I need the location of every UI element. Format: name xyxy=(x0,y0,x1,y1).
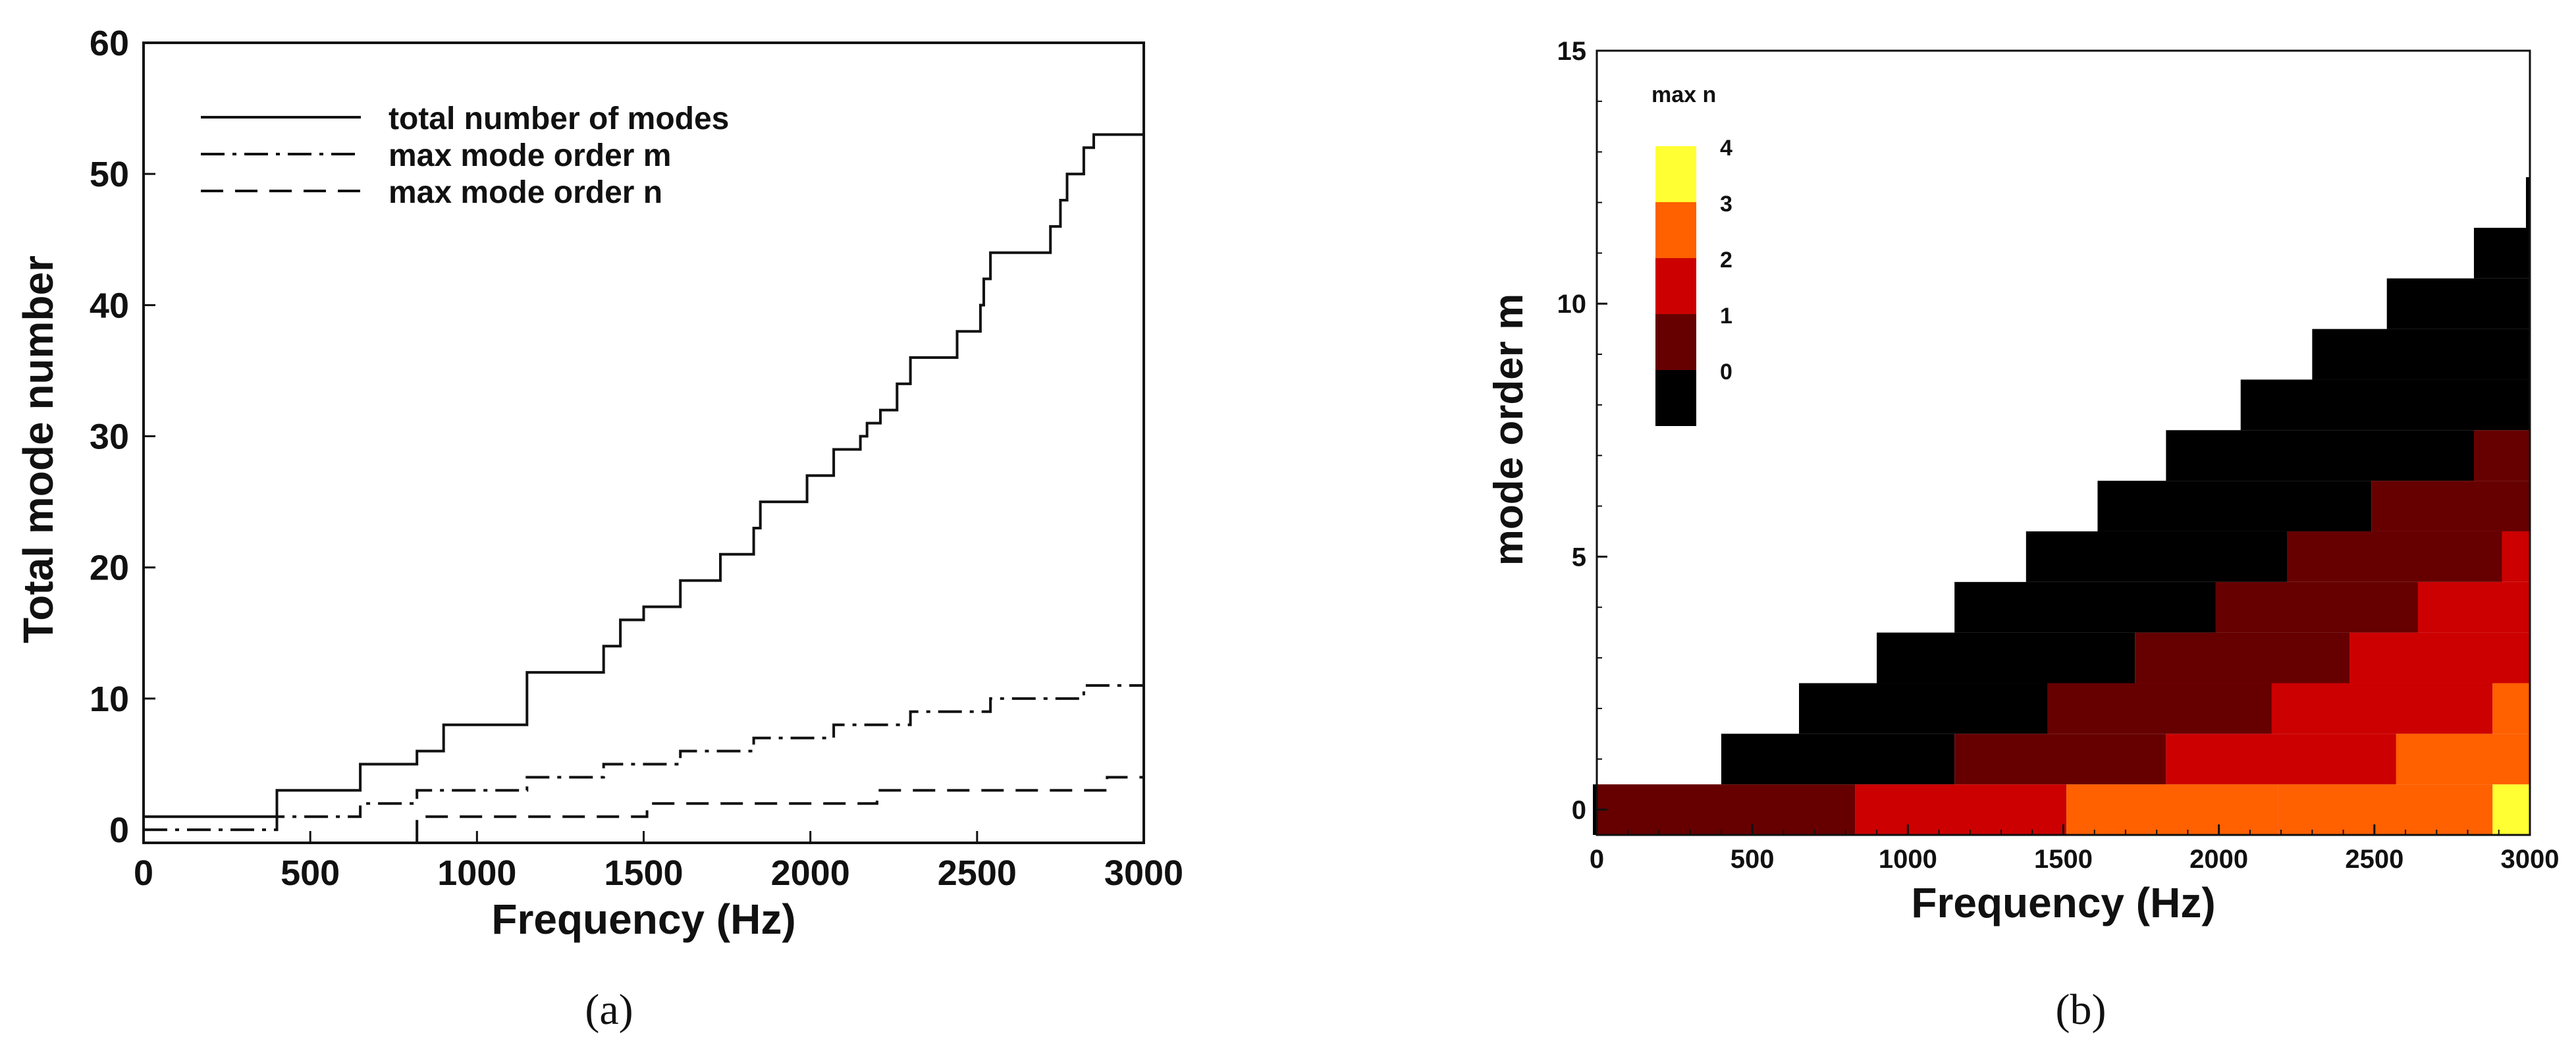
heatmap-cell xyxy=(1877,632,2135,683)
y-tick-label: 30 xyxy=(90,417,129,457)
legend-swatch xyxy=(1655,370,1696,426)
heatmap-cell xyxy=(2166,430,2474,481)
x-tick-label: 0 xyxy=(134,853,153,893)
heatmap-cell xyxy=(2047,683,2272,734)
chart-a: 0 500 1000 1500 2000 2500 3000 0 10 20 30 40 50 60 to… xyxy=(14,24,1183,943)
heatmap-cell xyxy=(2526,177,2530,228)
heatmap-cell xyxy=(2312,329,2530,380)
x-tick-label: 2000 xyxy=(2189,845,2248,874)
legend-level-label: 2 xyxy=(1720,248,1732,273)
series-line-3 xyxy=(144,776,1144,844)
heatmap-cell xyxy=(1799,683,2048,734)
y-tick-label: 40 xyxy=(90,286,129,325)
x-tick-label: 1500 xyxy=(604,853,683,893)
x-tick-label: 1000 xyxy=(1879,845,1937,874)
chart-a-series xyxy=(144,108,1145,844)
x-tick-label: 2000 xyxy=(771,853,850,893)
chart-b-heatmap-cells xyxy=(1593,177,2530,835)
heatmap-cell xyxy=(2166,734,2396,785)
legend-swatch xyxy=(1655,258,1696,314)
x-tick-label: 1500 xyxy=(2034,845,2093,874)
x-tick-label: 0 xyxy=(1590,845,1604,874)
heatmap-cell xyxy=(1855,784,2067,835)
chart-b-y-axis-label: mode order m xyxy=(1486,294,1532,566)
y-tick-label: 0 xyxy=(1572,796,1586,825)
legend-swatch xyxy=(1655,314,1696,370)
heatmap-cell xyxy=(1954,581,2216,633)
chart-b-legend: max n 4 3 2 1 0 xyxy=(1651,82,1732,426)
chart-a-ticks: 0 500 1000 1500 2000 2500 3000 0 10 20 30 40 50 60 xyxy=(90,24,1183,893)
heatmap-cell xyxy=(2417,581,2530,633)
legend-label-1: total number of modes xyxy=(389,101,729,136)
x-tick-label: 3000 xyxy=(1104,853,1183,893)
caption-a: (a) xyxy=(585,986,633,1034)
y-tick-label: 50 xyxy=(90,155,129,194)
legend-level-label: 4 xyxy=(1720,136,1732,161)
heatmap-cell xyxy=(2066,784,2278,835)
y-tick-label: 60 xyxy=(90,24,129,63)
x-tick-label: 500 xyxy=(1731,845,1775,874)
y-tick-label: 5 xyxy=(1572,543,1586,572)
heatmap-cell xyxy=(2278,784,2493,835)
heatmap-cell xyxy=(2026,531,2288,582)
x-tick-label: 2500 xyxy=(938,853,1017,893)
heatmap-cell xyxy=(2135,632,2350,683)
x-tick-label: 500 xyxy=(281,853,340,893)
heatmap-cell xyxy=(1593,784,1597,835)
heatmap-cell xyxy=(2473,227,2530,279)
x-tick-label: 2500 xyxy=(2345,845,2403,874)
series-line-1 xyxy=(144,108,1145,818)
x-tick-label: 1000 xyxy=(437,853,516,893)
heatmap-cell xyxy=(2386,278,2530,329)
heatmap-cell xyxy=(2215,581,2418,633)
heatmap-cell xyxy=(2097,481,2372,531)
legend-title: max n xyxy=(1651,82,1716,107)
heatmap-cell xyxy=(2271,683,2493,734)
chart-a-x-axis-label: Frequency (Hz) xyxy=(491,896,795,943)
y-tick-label: 15 xyxy=(1557,37,1587,66)
legend-level-label: 3 xyxy=(1720,192,1732,217)
y-tick-label: 10 xyxy=(1557,290,1587,319)
heatmap-cell xyxy=(2240,379,2530,431)
chart-b-x-axis-label: Frequency (Hz) xyxy=(1911,879,2215,926)
y-tick-label: 0 xyxy=(109,811,129,850)
series-line-2 xyxy=(144,672,1145,832)
legend-level-label: 0 xyxy=(1720,360,1732,385)
heatmap-cell xyxy=(2287,531,2502,582)
caption-b: (b) xyxy=(2056,986,2106,1034)
heatmap-cell xyxy=(2371,481,2530,531)
heatmap-cell xyxy=(2349,632,2530,683)
heatmap-cell xyxy=(2492,784,2530,835)
legend-level-label: 1 xyxy=(1720,304,1732,329)
legend-label-2: max mode order m xyxy=(389,138,671,173)
legend-label-3: max mode order n xyxy=(389,175,662,210)
y-tick-label: 10 xyxy=(90,680,129,719)
heatmap-cell xyxy=(2473,430,2530,481)
heatmap-cell xyxy=(2492,683,2530,734)
heatmap-cell xyxy=(2396,734,2530,785)
legend-swatch xyxy=(1655,202,1696,258)
heatmap-cell xyxy=(1597,784,1856,835)
legend-swatch xyxy=(1655,146,1696,202)
chart-a-y-axis-label: Total mode number xyxy=(14,255,62,643)
x-tick-label: 3000 xyxy=(2501,845,2560,874)
y-tick-label: 20 xyxy=(90,549,129,588)
heatmap-cell xyxy=(1721,734,1955,785)
heatmap-cell xyxy=(1954,734,2166,785)
heatmap-cell xyxy=(2502,531,2530,582)
